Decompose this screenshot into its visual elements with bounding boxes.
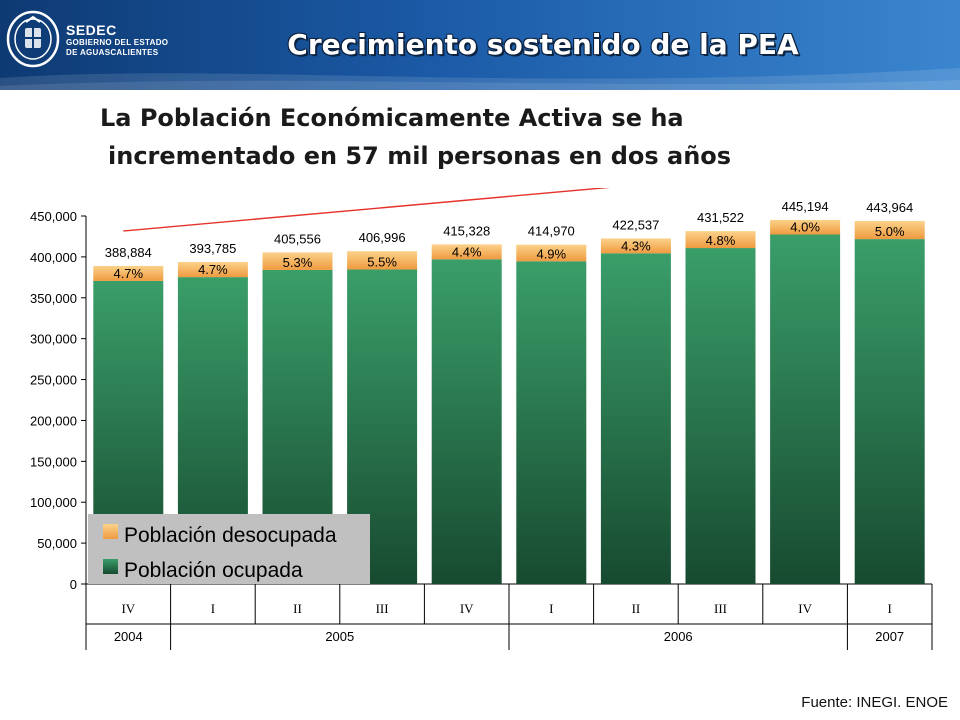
unemployment-rate-label: 4.7% — [113, 266, 143, 281]
x-tick-label: IV — [798, 601, 812, 616]
year-label: 2006 — [664, 629, 693, 644]
y-tick-label: 100,000 — [30, 495, 77, 510]
bar-poblacion-ocupada — [516, 261, 587, 584]
x-tick-label: IV — [460, 601, 474, 616]
bar-poblacion-desocupada — [262, 252, 333, 270]
x-tick-label: III — [714, 601, 727, 616]
x-tick-label: II — [632, 601, 641, 616]
pea-stacked-bar-chart: 0 50,000 100,000 150,000 200,000 250,000 300,0… — [30, 188, 933, 650]
org-line-2: DE AGUASCALIENTES — [66, 48, 159, 57]
total-value-label: 445,194 — [782, 199, 829, 214]
header-wave-decoration — [0, 68, 960, 90]
y-tick-label: 300,000 — [30, 332, 77, 347]
bar-poblacion-desocupada — [347, 251, 418, 270]
unemployment-rate-label: 4.9% — [536, 246, 566, 261]
total-value-label: 406,996 — [359, 230, 406, 245]
org-acronym: SEDEC — [66, 22, 117, 38]
legend-swatch-ocupada — [103, 559, 118, 574]
unemployment-rate-label: 4.8% — [706, 233, 736, 248]
x-tick-label: IV — [121, 601, 135, 616]
total-value-label: 405,556 — [274, 231, 321, 246]
unemployment-rate-label: 4.4% — [452, 244, 482, 259]
y-tick-label: 250,000 — [30, 373, 77, 388]
source-note: Fuente: INEGI. ENOE — [801, 694, 948, 711]
y-tick-label: 0 — [70, 577, 77, 592]
unemployment-rate-label: 5.0% — [875, 224, 905, 239]
bar-poblacion-desocupada — [685, 231, 756, 249]
bar-poblacion-desocupada — [93, 265, 164, 281]
y-tick-label: 150,000 — [30, 454, 77, 469]
bar-poblacion-ocupada — [685, 248, 756, 584]
x-tick-label: III — [376, 601, 389, 616]
y-tick-label: 450,000 — [30, 209, 77, 224]
total-value-label: 414,970 — [528, 224, 575, 239]
bar-poblacion-desocupada — [770, 219, 841, 235]
legend-label-desocupada: Población desocupada — [124, 524, 337, 547]
subtitle-line-2: incrementado en 57 mil personas en dos a… — [108, 142, 732, 170]
subtitle-line-1: La Población Económicamente Activa se ha — [100, 104, 684, 132]
bar-poblacion-ocupada — [770, 234, 841, 584]
unemployment-rate-label: 4.7% — [198, 262, 228, 277]
total-value-label: 443,964 — [866, 200, 913, 215]
x-tick-label: II — [293, 601, 302, 616]
bar-poblacion-ocupada — [854, 239, 925, 584]
y-tick-label: 400,000 — [30, 250, 77, 265]
total-value-label: 422,537 — [612, 217, 659, 232]
slide-title: Crecimiento sostenido de la PEA — [287, 28, 799, 61]
year-label: 2004 — [114, 629, 143, 644]
bar-poblacion-ocupada — [431, 259, 502, 584]
x-tick-label: I — [211, 601, 215, 616]
legend-label-ocupada: Población ocupada — [124, 559, 303, 582]
total-value-label: 431,522 — [697, 210, 744, 225]
bar-poblacion-desocupada — [431, 244, 502, 260]
organization-name: SEDEC GOBIERNO DEL ESTADO DE AGUASCALIEN… — [66, 22, 168, 58]
year-label: 2007 — [875, 629, 904, 644]
x-tick-label: I — [888, 601, 892, 616]
bar-poblacion-desocupada — [854, 220, 925, 240]
trend-arrow — [123, 188, 611, 232]
bar-poblacion-ocupada — [600, 253, 671, 584]
unemployment-rate-label: 4.3% — [621, 238, 651, 253]
state-seal-logo — [6, 10, 60, 68]
total-value-label: 393,785 — [189, 241, 236, 256]
y-tick-label: 350,000 — [30, 291, 77, 306]
y-tick-label: 50,000 — [37, 536, 77, 551]
unemployment-rate-label: 4.0% — [790, 219, 820, 234]
total-value-label: 415,328 — [443, 223, 490, 238]
legend-swatch-desocupada — [103, 524, 118, 539]
bar-poblacion-desocupada — [600, 238, 671, 254]
bar-poblacion-desocupada — [516, 244, 587, 262]
y-tick-label: 200,000 — [30, 413, 77, 428]
unemployment-rate-label: 5.5% — [367, 254, 397, 269]
org-line-1: GOBIERNO DEL ESTADO — [66, 38, 169, 47]
bar-poblacion-desocupada — [177, 261, 248, 278]
legend-box — [88, 514, 370, 584]
x-tick-label: I — [549, 601, 553, 616]
total-value-label: 388,884 — [105, 245, 152, 260]
unemployment-rate-label: 5.3% — [283, 255, 313, 270]
header-banner: SEDEC GOBIERNO DEL ESTADO DE AGUASCALIEN… — [0, 0, 960, 90]
year-label: 2005 — [325, 629, 354, 644]
